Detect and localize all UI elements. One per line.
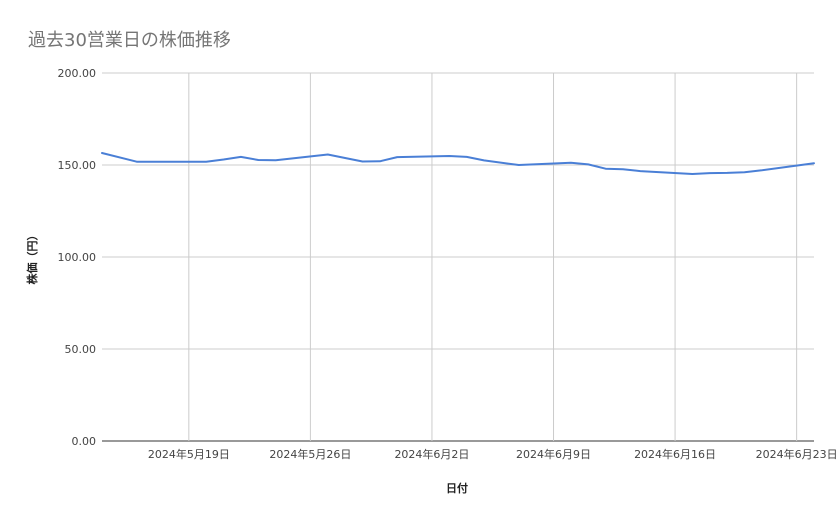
data-point xyxy=(587,163,589,165)
data-point xyxy=(570,162,572,164)
data-point xyxy=(466,156,468,158)
x-tick-label: 2024年6月9日 xyxy=(516,447,591,461)
x-tick-label: 2024年5月19日 xyxy=(148,447,230,461)
data-point xyxy=(344,157,346,159)
y-tick-label: 200.00 xyxy=(58,67,97,80)
series-group xyxy=(101,152,815,175)
data-point xyxy=(622,168,624,170)
y-axis-label: 株価（円） xyxy=(25,230,39,285)
x-axis-label: 日付 xyxy=(446,481,468,495)
data-point xyxy=(101,152,103,154)
data-point xyxy=(518,164,520,166)
data-point xyxy=(639,170,641,172)
series-line xyxy=(101,152,815,175)
y-tick-label: 50.00 xyxy=(65,343,97,356)
x-tick-label: 2024年6月23日 xyxy=(756,447,838,461)
data-point xyxy=(153,161,155,163)
data-point xyxy=(813,162,815,164)
data-point xyxy=(761,169,763,171)
data-point xyxy=(223,158,225,160)
data-point xyxy=(396,156,398,158)
data-point xyxy=(605,168,607,170)
x-tick-labels: 2024年5月19日 2024年5月26日 2024年6月2日 2024年6月9日 20… xyxy=(148,447,838,461)
data-point xyxy=(744,171,746,173)
data-point xyxy=(205,161,207,163)
chart-title: 過去30営業日の株価推移 xyxy=(28,30,231,51)
data-point xyxy=(240,156,242,158)
x-gridlines xyxy=(188,73,798,441)
x-tick-label: 2024年6月2日 xyxy=(394,447,469,461)
data-point xyxy=(136,161,138,163)
y-tick-label: 0.00 xyxy=(72,435,97,448)
data-point xyxy=(379,160,381,162)
data-point xyxy=(709,172,711,174)
x-tick-label: 2024年5月26日 xyxy=(269,447,351,461)
data-point xyxy=(361,161,363,163)
data-point xyxy=(327,154,329,156)
data-point xyxy=(275,159,277,161)
data-point xyxy=(257,159,259,161)
y-gridlines xyxy=(102,72,814,442)
data-point xyxy=(483,159,485,161)
data-point xyxy=(691,173,693,175)
data-point xyxy=(448,155,450,157)
y-tick-label: 100.00 xyxy=(58,251,97,264)
y-tick-labels: 0.00 50.00 100.00 150.00 200.00 xyxy=(58,67,97,448)
data-point xyxy=(726,172,728,174)
y-tick-label: 150.00 xyxy=(58,159,97,172)
x-tick-label: 2024年6月16日 xyxy=(634,447,716,461)
